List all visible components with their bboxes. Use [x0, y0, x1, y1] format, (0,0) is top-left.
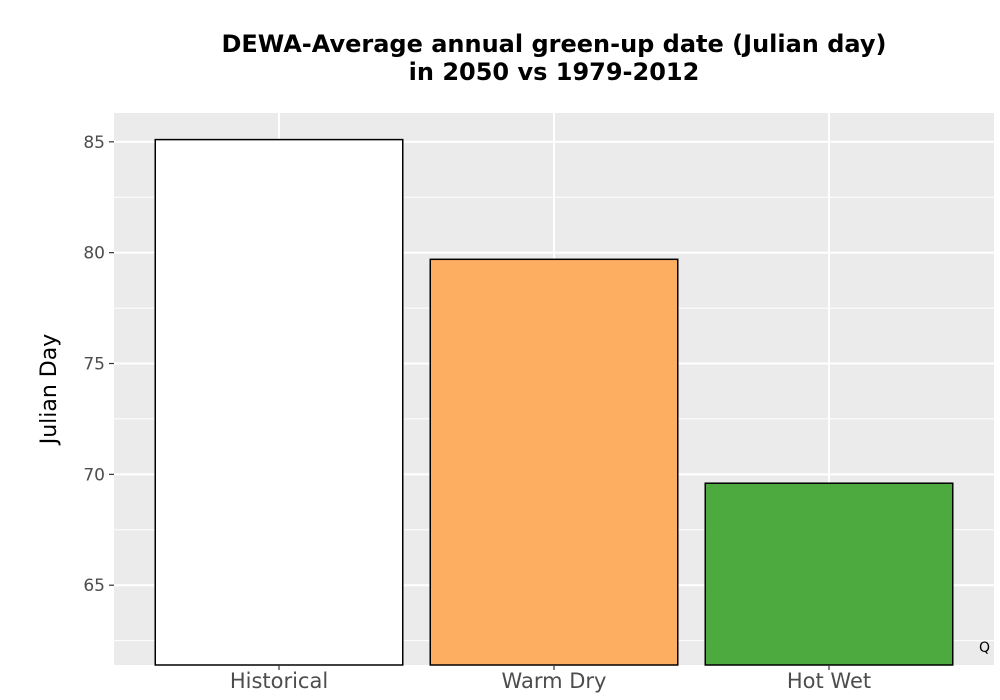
bar-hot-wet	[704, 482, 954, 666]
y-tick-label: 80	[83, 244, 105, 264]
y-tick-label: 65	[83, 576, 105, 596]
bars	[154, 138, 954, 666]
y-tick-label: 85	[83, 133, 105, 153]
bar-historical	[154, 138, 404, 666]
chart-title-line-2: in 2050 vs 1979-2012	[408, 58, 700, 86]
y-axis-title: Julian Day	[37, 334, 62, 447]
chart-title: DEWA-Average annual green-up date (Julia…	[114, 30, 994, 86]
y-tick-label: 70	[83, 465, 105, 485]
corner-mark: Q	[979, 640, 991, 656]
y-axis: 65 70 75 80 85	[83, 133, 114, 596]
bar-warm-dry	[429, 258, 679, 666]
x-tick-label: Historical	[230, 669, 328, 693]
x-tick-label: Hot Wet	[787, 669, 871, 693]
x-tick-label: Warm Dry	[502, 669, 607, 693]
y-tick-label: 75	[83, 355, 105, 375]
chart-title-line-1: DEWA-Average annual green-up date (Julia…	[221, 30, 887, 58]
x-axis: Historical Warm Dry Hot Wet	[230, 665, 871, 693]
